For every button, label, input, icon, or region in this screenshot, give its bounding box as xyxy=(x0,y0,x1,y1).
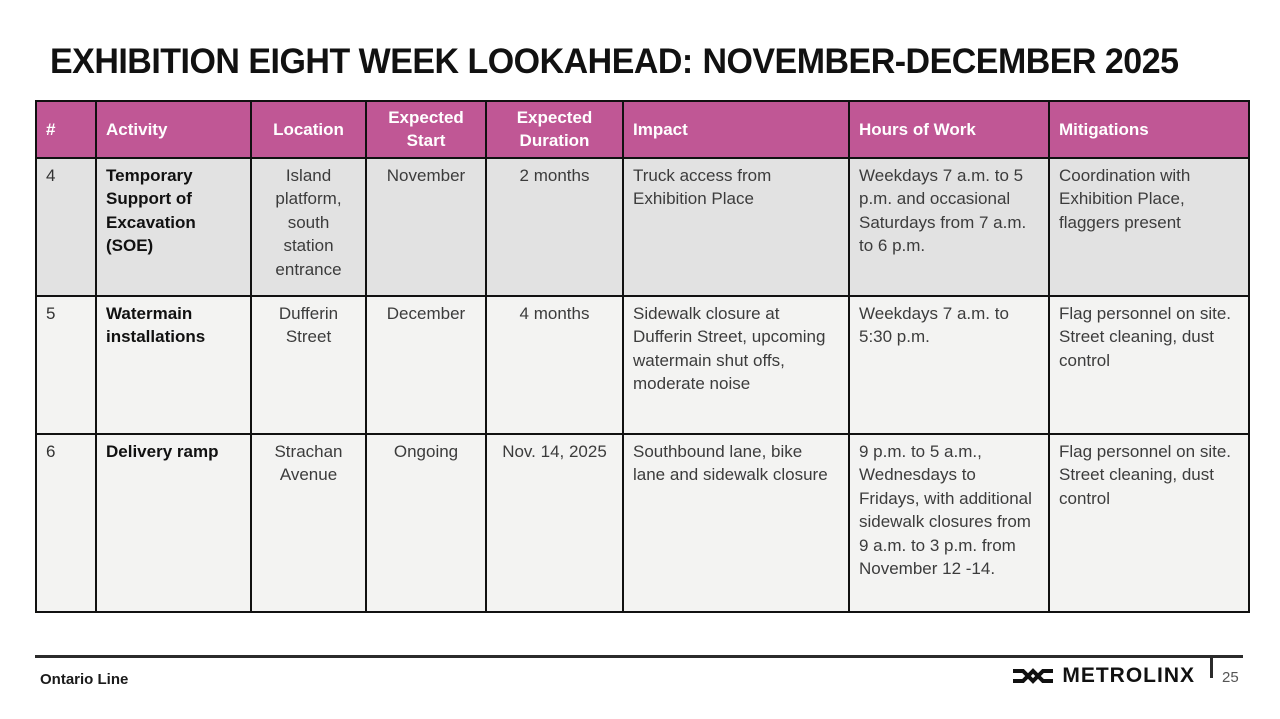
cell-mitigations: Coordination with Exhibition Place, flag… xyxy=(1048,156,1250,297)
cell-activity: Delivery ramp xyxy=(95,432,252,613)
lookahead-table-container: # Activity Location Expected Start Expec… xyxy=(35,100,1250,613)
header-location: Location xyxy=(250,100,367,159)
page-title-sub: NOVEMBER-DECEMBER 2025 xyxy=(702,42,1179,81)
table-row: 5 Watermain installations Dufferin Stree… xyxy=(35,294,1250,435)
page-number: 25 xyxy=(1222,669,1239,686)
cell-hours-of-work: 9 p.m. to 5 a.m., Wednesdays to Fridays,… xyxy=(848,432,1050,613)
header-mitigations: Mitigations xyxy=(1048,100,1250,159)
cell-location: Dufferin Street xyxy=(250,294,367,435)
metrolinx-logo-icon xyxy=(1013,668,1054,684)
header-expected-start: Expected Start xyxy=(365,100,487,159)
cell-expected-start: Ongoing xyxy=(365,432,487,613)
project-label: Ontario Line xyxy=(40,671,129,688)
cell-activity: Watermain installations xyxy=(95,294,252,435)
header-activity: Activity xyxy=(95,100,252,159)
metrolinx-logo: METROLINX xyxy=(1011,663,1195,689)
lookahead-table: # Activity Location Expected Start Expec… xyxy=(35,100,1250,613)
cell-hours-of-work: Weekdays 7 a.m. to 5:30 p.m. xyxy=(848,294,1050,435)
cell-impact: Southbound lane, bike lane and sidewalk … xyxy=(622,432,850,613)
header-hours-of-work: Hours of Work xyxy=(848,100,1050,159)
cell-expected-start: December xyxy=(365,294,487,435)
table-header-row: # Activity Location Expected Start Expec… xyxy=(35,100,1250,159)
footer-divider xyxy=(35,655,1243,658)
footer-page-tick xyxy=(1210,655,1213,678)
cell-hours-of-work: Weekdays 7 a.m. to 5 p.m. and occasional… xyxy=(848,156,1050,297)
cell-location: Island platform, south station entrance xyxy=(250,156,367,297)
cell-mitigations: Flag personnel on site. Street cleaning,… xyxy=(1048,294,1250,435)
header-number: # xyxy=(35,100,97,159)
cell-impact: Sidewalk closure at Dufferin Street, upc… xyxy=(622,294,850,435)
cell-number: 5 xyxy=(35,294,97,435)
cell-mitigations: Flag personnel on site. Street cleaning,… xyxy=(1048,432,1250,613)
cell-expected-start: November xyxy=(365,156,487,297)
header-expected-duration: Expected Duration xyxy=(485,100,624,159)
metrolinx-logo-text: METROLINX xyxy=(1062,664,1195,687)
cell-expected-duration: 4 months xyxy=(485,294,624,435)
page-title-main: EXHIBITION EIGHT WEEK LOOKAHEAD: xyxy=(50,42,693,81)
cell-expected-duration: 2 months xyxy=(485,156,624,297)
table-row: 6 Delivery ramp Strachan Avenue Ongoing … xyxy=(35,432,1250,613)
cell-activity: Temporary Support of Excavation (SOE) xyxy=(95,156,252,297)
cell-impact: Truck access from Exhibition Place xyxy=(622,156,850,297)
cell-expected-duration: Nov. 14, 2025 xyxy=(485,432,624,613)
page-title: EXHIBITION EIGHT WEEK LOOKAHEAD: NOVEMBER… xyxy=(50,42,1179,82)
header-impact: Impact xyxy=(622,100,850,159)
cell-number: 4 xyxy=(35,156,97,297)
table-row: 4 Temporary Support of Excavation (SOE) … xyxy=(35,156,1250,297)
cell-location: Strachan Avenue xyxy=(250,432,367,613)
cell-number: 6 xyxy=(35,432,97,613)
